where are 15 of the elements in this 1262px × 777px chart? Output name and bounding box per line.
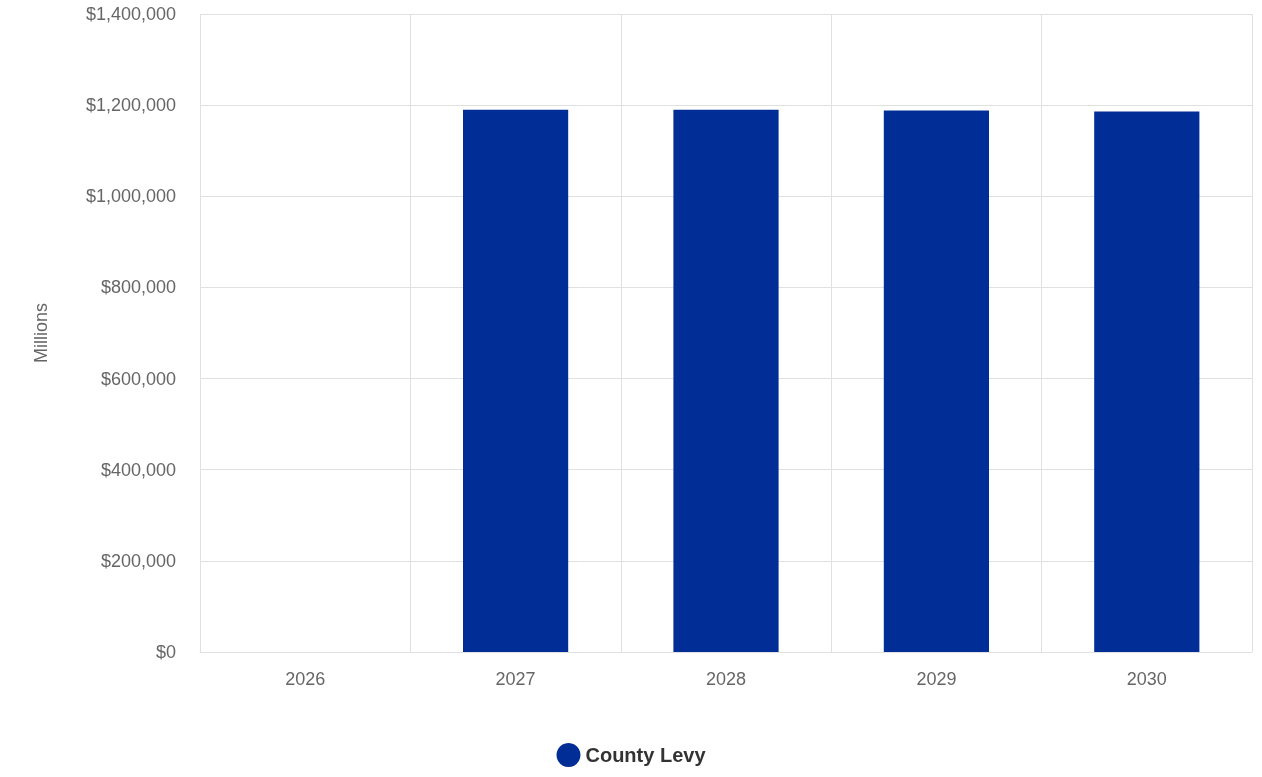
- y-tick-label: $1,400,000: [85, 4, 176, 24]
- y-tick-label: $1,000,000: [85, 186, 176, 207]
- y-tick-label: $400,000: [100, 459, 176, 480]
- legend-label: County Levy: [585, 744, 707, 766]
- x-tick-label: 2029: [916, 669, 957, 689]
- x-tick-label: 2030: [1126, 669, 1167, 689]
- y-tick-label: $1,200,000: [85, 95, 176, 116]
- y-tick-label: $200,000: [100, 550, 176, 571]
- x-tick-label: 2026: [285, 669, 326, 689]
- y-tick-label: $800,000: [100, 277, 176, 298]
- y-axis-title: Millions: [31, 302, 51, 364]
- y-tick-label: $600,000: [100, 368, 176, 389]
- x-tick-label: 2027: [495, 669, 536, 689]
- y-tick-label: $0: [155, 642, 176, 662]
- x-tick-label: 2028: [705, 669, 747, 689]
